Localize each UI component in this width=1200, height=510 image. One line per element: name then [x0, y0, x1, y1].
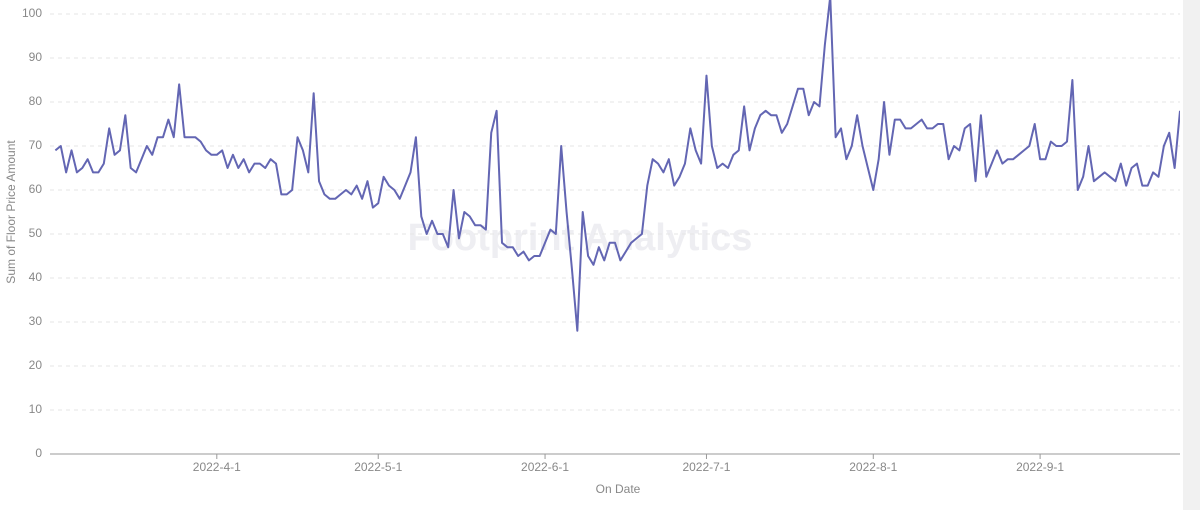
x-tick-label: 2022-4-1 — [193, 460, 241, 474]
x-tick-label: 2022-5-1 — [354, 460, 402, 474]
y-tick-label: 20 — [29, 358, 43, 372]
x-tick-label: 2022-7-1 — [682, 460, 730, 474]
scrollbar — [1183, 0, 1200, 510]
x-tick-label: 2022-8-1 — [849, 460, 897, 474]
line-series — [54, 0, 1180, 332]
x-tick-label: 2022-6-1 — [521, 460, 569, 474]
y-tick-label: 60 — [29, 182, 43, 196]
y-tick-label: 50 — [29, 226, 43, 240]
y-tick-label: 30 — [29, 314, 43, 328]
y-tick-label: 80 — [29, 94, 43, 108]
y-tick-label: 10 — [29, 402, 43, 416]
y-tick-label: 0 — [35, 446, 42, 460]
x-axis-label: On Date — [596, 482, 641, 496]
x-tick-label: 2022-9-1 — [1016, 460, 1064, 474]
y-axis-label: Sum of Floor Price Amount — [4, 140, 18, 284]
y-tick-label: 70 — [29, 138, 43, 152]
y-tick-label: 90 — [29, 50, 43, 64]
y-tick-label: 40 — [29, 270, 43, 284]
y-tick-label: 100 — [22, 6, 42, 20]
